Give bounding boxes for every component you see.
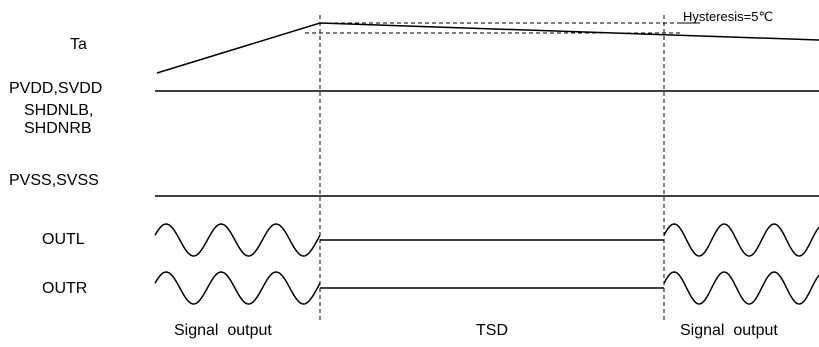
outl-label: OUTL xyxy=(42,231,85,248)
outr-signal-wave-before xyxy=(154,271,321,305)
supply-label: PVDD,SVDD xyxy=(9,80,103,97)
outr-signal-wave-after xyxy=(663,271,819,305)
ta-label: Ta xyxy=(70,36,87,53)
phase-label-tsd: TSD xyxy=(476,322,508,339)
ta-temperature-trace xyxy=(156,22,819,74)
hysteresis-annotation: Hysteresis=5℃ xyxy=(683,9,774,24)
outl-signal-wave-after xyxy=(663,223,819,257)
shdn-label-line2: SHDNRB xyxy=(24,120,92,137)
ground-label: PVSS,SVSS xyxy=(9,172,99,189)
outl-signal-wave-before xyxy=(154,223,321,257)
shdn-label-line1: SHDNLB, xyxy=(24,102,94,119)
outr-label: OUTR xyxy=(42,280,88,297)
phase-label-after: Signal output xyxy=(680,322,778,339)
phase-label-before: Signal output xyxy=(174,322,272,339)
